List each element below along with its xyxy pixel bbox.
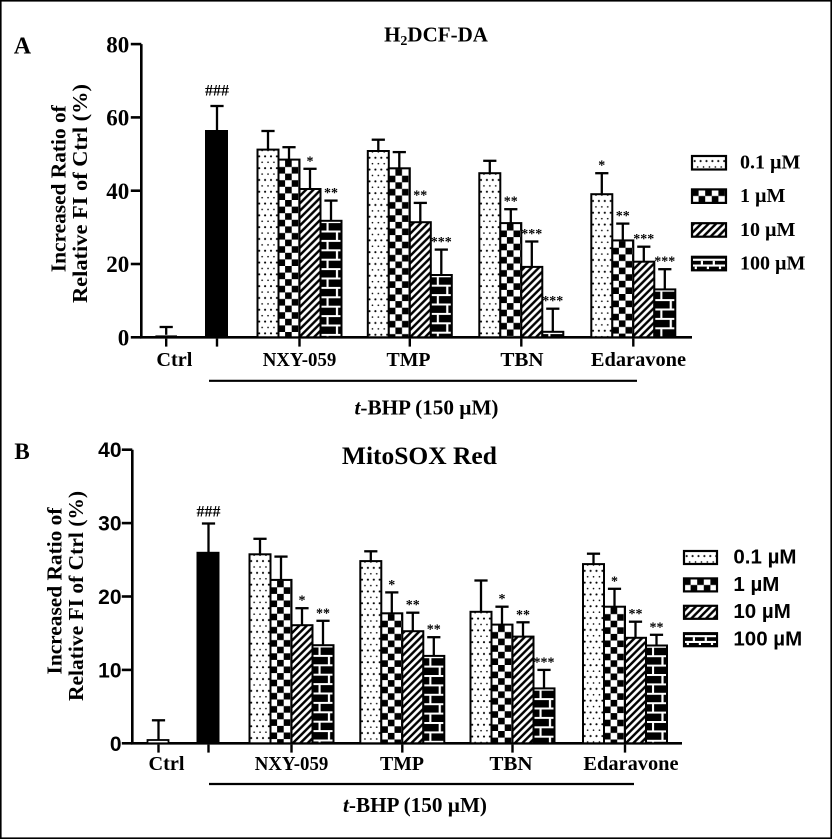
svg-text:10 µM: 10 µM — [733, 600, 790, 623]
svg-text:***: *** — [521, 227, 542, 242]
svg-text:NXY-059: NXY-059 — [263, 349, 337, 371]
svg-text:100 µM: 100 µM — [733, 628, 802, 651]
svg-text:Increased Ratio of: Increased Ratio of — [47, 104, 71, 272]
svg-text:1 µM: 1 µM — [733, 573, 779, 596]
svg-text:MitoSOX Red: MitoSOX Red — [342, 443, 497, 470]
svg-text:0.1 µM: 0.1 µM — [733, 545, 796, 568]
svg-text:NXY-059: NXY-059 — [255, 753, 329, 775]
svg-text:100 µM: 100 µM — [740, 252, 806, 274]
svg-text:1 µM: 1 µM — [740, 185, 786, 207]
svg-text:B: B — [14, 439, 29, 464]
svg-text:***: *** — [534, 655, 555, 670]
svg-text:**: ** — [316, 606, 330, 621]
svg-text:Ctrl: Ctrl — [149, 753, 185, 775]
svg-text:0.1 µM: 0.1 µM — [740, 152, 801, 174]
svg-text:Relative FI of Ctrl (%): Relative FI of Ctrl (%) — [64, 491, 88, 701]
svg-text:0: 0 — [118, 326, 130, 351]
svg-text:***: *** — [633, 232, 654, 247]
svg-text:30: 30 — [98, 513, 121, 536]
svg-text:**: ** — [650, 620, 664, 635]
svg-text:**: ** — [406, 598, 420, 613]
svg-text:**: ** — [324, 186, 338, 201]
svg-text:*: * — [499, 592, 506, 607]
svg-text:**: ** — [504, 195, 518, 210]
svg-text:*: * — [299, 594, 306, 609]
svg-text:20: 20 — [98, 586, 121, 609]
svg-text:40: 40 — [106, 179, 129, 204]
svg-text:**: ** — [629, 607, 643, 622]
svg-text:10 µM: 10 µM — [740, 219, 796, 241]
svg-text:***: *** — [431, 235, 452, 250]
svg-text:**: ** — [427, 623, 441, 638]
svg-text:*: * — [388, 578, 395, 593]
svg-text:Ctrl: Ctrl — [156, 349, 192, 371]
svg-text:Edaravone: Edaravone — [591, 349, 686, 371]
svg-text:***: *** — [542, 294, 563, 309]
svg-text:**: ** — [616, 209, 630, 224]
svg-text:t-BHP (150 µM): t-BHP (150 µM) — [343, 793, 487, 817]
svg-text:0: 0 — [110, 733, 122, 756]
svg-text:80: 80 — [106, 32, 129, 57]
svg-text:**: ** — [413, 188, 427, 203]
svg-text:H2DCF-DA: H2DCF-DA — [384, 23, 489, 50]
svg-text:*: * — [307, 154, 314, 169]
svg-text:20: 20 — [106, 252, 129, 277]
svg-text:Increased Ratio of: Increased Ratio of — [43, 507, 67, 675]
svg-text:TMP: TMP — [380, 753, 424, 775]
svg-text:***: *** — [654, 255, 675, 270]
svg-text:###: ### — [197, 503, 221, 520]
svg-text:Edaravone: Edaravone — [583, 753, 678, 775]
svg-text:40: 40 — [98, 439, 121, 462]
svg-text:*: * — [598, 159, 605, 174]
svg-text:TBN: TBN — [489, 753, 532, 775]
svg-text:**: ** — [516, 608, 530, 623]
svg-text:A: A — [14, 33, 32, 59]
svg-text:t-BHP (150 µM): t-BHP (150 µM) — [355, 396, 499, 420]
svg-text:TBN: TBN — [500, 349, 543, 371]
svg-text:10: 10 — [98, 659, 121, 682]
svg-text:Relative FI of Ctrl (%): Relative FI of Ctrl (%) — [68, 84, 92, 303]
svg-text:TMP: TMP — [387, 349, 431, 371]
svg-text:*: * — [611, 574, 618, 589]
svg-text:###: ### — [205, 82, 229, 99]
svg-text:60: 60 — [106, 106, 129, 131]
